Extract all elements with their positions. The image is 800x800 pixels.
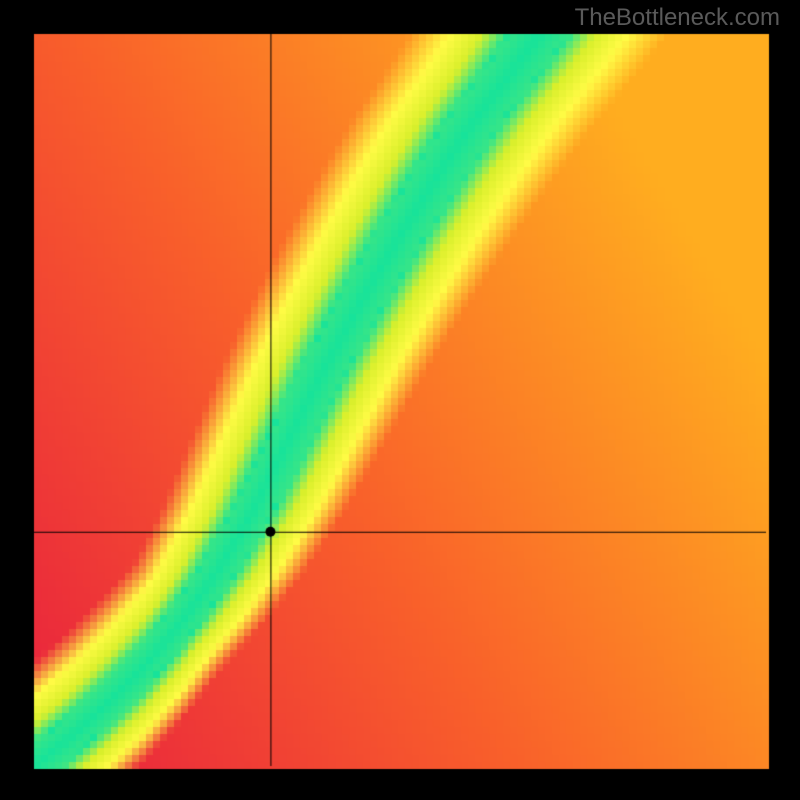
watermark-text: TheBottleneck.com [575, 4, 780, 32]
heatmap-canvas [0, 0, 800, 800]
chart-container: TheBottleneck.com [0, 0, 800, 800]
